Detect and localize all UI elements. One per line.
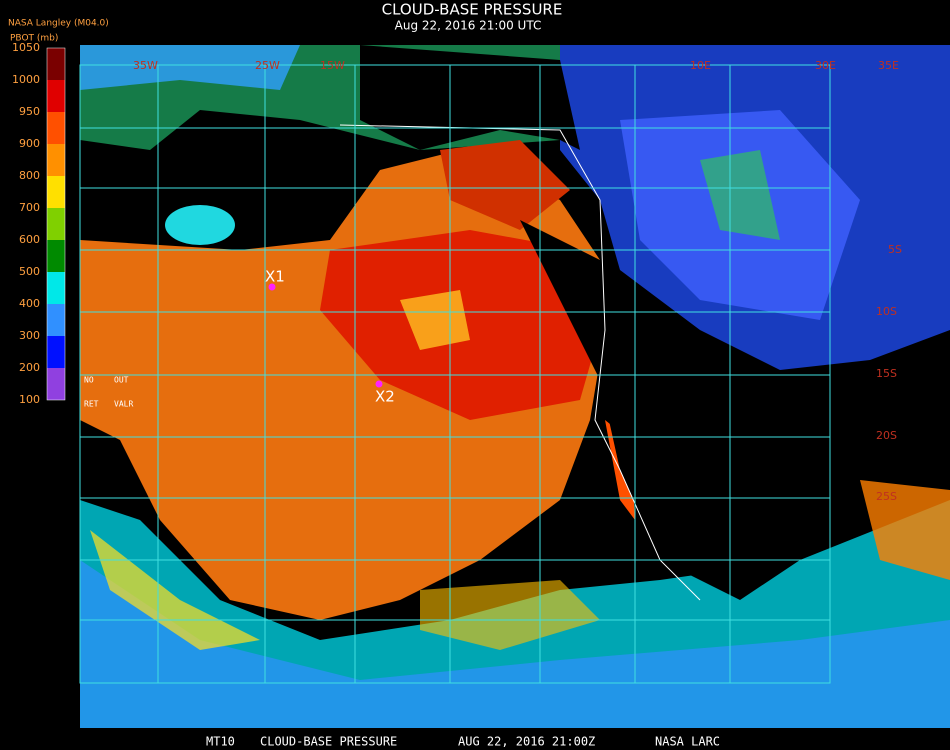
legend-swatch — [47, 272, 65, 304]
marker-label: X1 — [265, 268, 285, 286]
footer: MT10 CLOUD-BASE PRESSURE AUG 22, 2016 21… — [206, 735, 720, 749]
lat-label: 15S — [876, 367, 897, 380]
lat-label: 20S — [876, 429, 897, 442]
legend-tick-label: 950 — [19, 105, 40, 118]
legend-tick-label: 700 — [19, 201, 40, 214]
legend-tick-label: 1000 — [12, 73, 40, 86]
lat-label: 5S — [888, 243, 902, 256]
legend-swatch — [47, 112, 65, 144]
subtitle: Aug 22, 2016 21:00 UTC — [395, 19, 542, 33]
source: NASA Langley (M04.0) — [8, 19, 109, 29]
grid-labels: 5S 10S 15S 20S 25S 35W 25W 15W 10E 30E 3… — [133, 59, 902, 503]
lon-label: 15W — [320, 59, 345, 72]
legend-tick-label: 1050 — [12, 41, 40, 54]
legend-tick-label: 100 — [19, 393, 40, 406]
legend-swatch — [47, 240, 65, 272]
legend-tick-label: 200 — [19, 361, 40, 374]
legend-title: PBOT (mb) — [10, 34, 58, 44]
legend-notes: NO OUT RET VALR — [84, 376, 133, 409]
cloud-imagery — [80, 45, 950, 728]
legend-tick-label: 800 — [19, 169, 40, 182]
lat-label: 10S — [876, 305, 897, 318]
lat-label: 25S — [876, 490, 897, 503]
color-legend: 1050 1000 950 900 800 700 600 500 400 300 200 100 — [12, 41, 66, 406]
grid-frame — [79, 64, 831, 684]
legend-swatch — [47, 48, 65, 80]
marker-point — [268, 283, 276, 291]
title: CLOUD-BASE PRESSURE — [382, 1, 563, 19]
legend-frame — [46, 47, 66, 401]
note: RET — [84, 400, 99, 409]
legend-tick-label: 300 — [19, 329, 40, 342]
footer-name: CLOUD-BASE PRESSURE — [260, 735, 397, 749]
marker-point — [375, 380, 383, 388]
legend-tick-label: 500 — [19, 265, 40, 278]
note: NO — [84, 376, 94, 385]
legend-tick-label: 600 — [19, 233, 40, 246]
lon-label: 10E — [690, 59, 711, 72]
footer-product: MT10 — [206, 735, 235, 749]
footer-time: AUG 22, 2016 21:00Z — [458, 735, 595, 749]
marker-label: X2 — [375, 388, 395, 406]
legend-swatch — [47, 144, 65, 176]
lon-label: 35W — [133, 59, 158, 72]
lon-label: 35E — [878, 59, 899, 72]
legend-swatch — [47, 304, 65, 336]
legend-swatch — [47, 208, 65, 240]
legend-swatch — [47, 176, 65, 208]
legend-tick-label: 900 — [19, 137, 40, 150]
lat-lon-grid — [79, 64, 831, 684]
note: VALR — [114, 400, 133, 409]
legend-swatch — [47, 336, 65, 368]
lon-label: 30E — [815, 59, 836, 72]
legend-swatch — [47, 80, 65, 112]
legend-swatch — [47, 368, 65, 400]
note: OUT — [114, 376, 129, 385]
lon-label: 25W — [255, 59, 280, 72]
legend-tick-label: 400 — [19, 297, 40, 310]
footer-credit: NASA LARC — [655, 735, 720, 749]
